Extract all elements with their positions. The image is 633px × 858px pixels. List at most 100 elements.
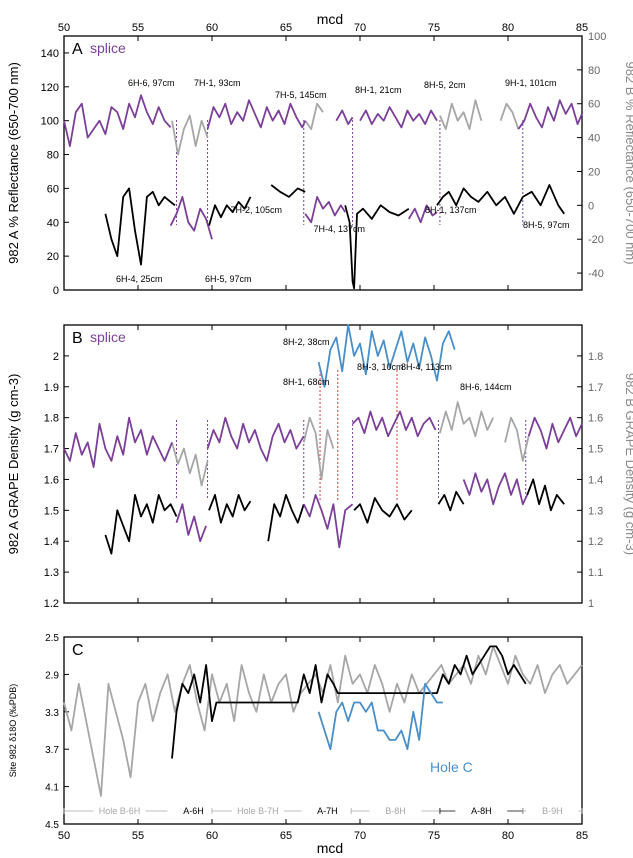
y-tick-label: 3.7 (45, 745, 59, 756)
annotation-label: 8H-5, 97cm (523, 220, 570, 230)
y2-tick-label: 1.8 (588, 351, 603, 363)
annotation-label: 8H-1, 137cm (425, 205, 477, 215)
series-982-b (63, 645, 583, 797)
y2-tick-label: 1.1 (588, 567, 603, 579)
y2-tick-label: 0 (588, 200, 594, 212)
annotation-label: 7H-2, 105cm (230, 205, 282, 215)
series-982-a (104, 478, 565, 555)
series-line (439, 99, 483, 131)
y-tick-label: 1.6 (44, 474, 59, 486)
series-line (267, 493, 305, 542)
series-line (169, 195, 213, 240)
x-tick-label: 60 (206, 830, 218, 842)
y-tick-label: 20 (47, 251, 59, 263)
y2-tick-label: 1 (588, 598, 594, 610)
y2-tick-label: 80 (588, 65, 600, 77)
series-line (304, 195, 346, 224)
y-tick-label: 1.4 (44, 536, 59, 548)
series-line (206, 416, 305, 462)
plot-frame (63, 636, 583, 825)
series-hole-c (317, 682, 443, 751)
y2-tick-label: 40 (588, 133, 600, 145)
annotation-label: 6H-6, 97cm (128, 78, 175, 88)
core-segment-label: A-6H (183, 806, 204, 816)
series-line (63, 645, 583, 797)
y-tick-label: 120 (41, 82, 59, 94)
series-line (499, 102, 520, 130)
annotation-label: 8H-5, 2cm (424, 80, 466, 90)
x-tick-label: 55 (132, 830, 144, 842)
series-line (302, 416, 335, 481)
x-tick-label-top: 60 (206, 22, 218, 34)
series-982-a (171, 645, 527, 759)
annotation-label: 7H-5, 145cm (275, 90, 327, 100)
core-segment-label: Hole B-7H (237, 806, 279, 816)
y2-axis-label: 982 B % Reflectance (650-700 nm) (623, 61, 633, 264)
plot-frame (63, 324, 583, 604)
y2-tick-label: -20 (588, 234, 604, 246)
bottom-axis-title: mcd (317, 840, 343, 856)
panel-letter: C (72, 642, 84, 659)
y2-axis-label: 982 B GRAPE Density (g cm-3) (623, 373, 633, 555)
series-line (63, 94, 172, 148)
y-tick-label: 1.7 (44, 444, 59, 456)
y-tick-label: 40 (47, 217, 59, 229)
x-tick-label: 50 (58, 830, 70, 842)
core-segment-label-bg (455, 805, 508, 816)
x-tick-label-top: 70 (354, 22, 366, 34)
y-axis-label: Site 982 δ18O (‰PDB) (8, 684, 18, 778)
plot-frame (63, 35, 583, 291)
x-tick-label-top: 80 (502, 22, 514, 34)
top-axis-title: mcd (317, 11, 343, 27)
y-tick-label: 2.9 (45, 670, 59, 681)
series-line (344, 204, 410, 290)
series-line (171, 114, 209, 156)
x-tick-label: 75 (428, 830, 440, 842)
y-tick-label: 1.8 (44, 413, 59, 425)
panel-letter: B (72, 330, 83, 347)
series-line (526, 478, 565, 512)
annotation-label: 8H-6, 144cm (460, 382, 512, 392)
series-line (335, 109, 354, 125)
series-line (104, 493, 178, 555)
series-line (171, 442, 209, 487)
series-line (439, 401, 495, 438)
y-tick-label: 2 (53, 351, 59, 363)
series-splice (63, 410, 583, 549)
annotation-label: 7H-4, 137cm (313, 224, 365, 234)
core-segment-label: B-9H (542, 806, 563, 816)
series-line (351, 410, 437, 438)
x-tick-label: 85 (576, 830, 588, 842)
series-line (302, 493, 354, 549)
series-line (63, 416, 173, 469)
series-line (522, 184, 565, 215)
legend-hole-c: Hole C (430, 759, 473, 775)
annotation-label: 8H-4, 113cm (401, 362, 452, 372)
y-tick-label: 1.2 (44, 598, 59, 610)
series-hole-c (317, 324, 456, 388)
y2-tick-label: 1.6 (588, 413, 603, 425)
annotation-label: 8H-2, 38cm (283, 337, 330, 347)
core-segment-label: Hole B-6H (99, 806, 141, 816)
series-line (206, 99, 307, 130)
y-tick-label: 3.3 (45, 708, 59, 719)
y2-tick-label: 20 (588, 166, 600, 178)
y-tick-label: 4.1 (45, 783, 59, 794)
series-line (270, 184, 306, 198)
y-tick-label: 1.9 (44, 382, 59, 394)
core-segment-label: A-8H (471, 806, 492, 816)
core-segment-label-bg (167, 805, 220, 816)
series-line (171, 645, 527, 759)
y-tick-label: 2.5 (45, 633, 59, 644)
y2-tick-label: 1.7 (588, 382, 603, 394)
series-line (353, 497, 413, 524)
panel-b: 1.2 1.3 1.4 1.5 1.6 1.7 1.8 1.9 2 1 1.1 1.2 1.3 1.4 1.… (6, 324, 633, 610)
y-axis-label: 982 A % Reflectance (650-700 nm) (6, 62, 21, 264)
annotation-label: 6H-5, 97cm (205, 274, 252, 284)
y2-tick-label: 1.3 (588, 505, 603, 517)
series-line (317, 682, 443, 751)
core-segment-label: B-8H (385, 806, 406, 816)
annotation-label: 8H-1, 68cm (283, 377, 330, 387)
x-tick-label-top: 50 (58, 22, 70, 34)
